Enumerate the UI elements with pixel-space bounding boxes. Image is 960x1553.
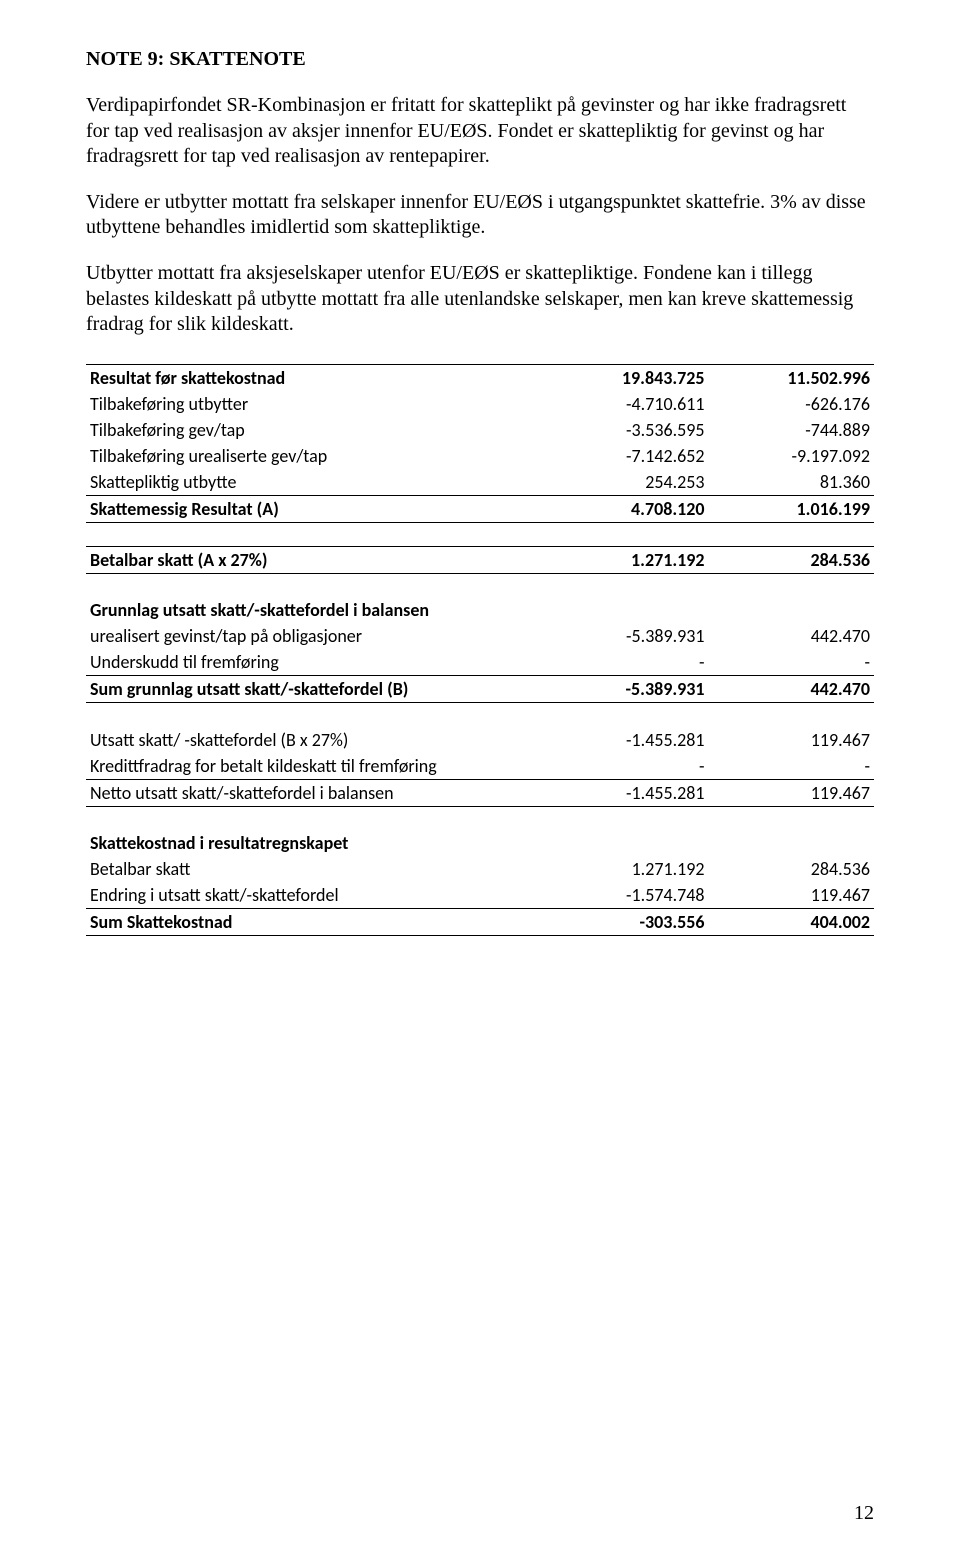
- row-value-2: [709, 830, 874, 856]
- row-value-1: [543, 597, 708, 623]
- table-row: Tilbakeføring utbytter-4.710.611-626.176: [86, 391, 874, 417]
- row-label: Sum grunnlag utsatt skatt/-skattefordel …: [86, 676, 543, 703]
- table-row: Tilbakeføring gev/tap-3.536.595-744.889: [86, 417, 874, 443]
- row-label: Skattepliktig utbytte: [86, 469, 543, 496]
- row-value-1: -: [543, 649, 708, 676]
- row-label: [86, 522, 543, 546]
- table-row: Skattemessig Resultat (A)4.708.1201.016.…: [86, 495, 874, 522]
- row-value-1: [543, 806, 708, 830]
- row-label: [86, 806, 543, 830]
- row-value-1: 254.253: [543, 469, 708, 496]
- row-label: [86, 703, 543, 727]
- row-value-2: 119.467: [709, 727, 874, 753]
- row-value-2: 119.467: [709, 882, 874, 909]
- row-value-2: [709, 522, 874, 546]
- table-row: Endring i utsatt skatt/-skattefordel-1.5…: [86, 882, 874, 909]
- table-row: [86, 703, 874, 727]
- row-value-2: 404.002: [709, 909, 874, 936]
- row-label: Endring i utsatt skatt/-skattefordel: [86, 882, 543, 909]
- row-value-2: 11.502.996: [709, 364, 874, 391]
- row-value-1: -5.389.931: [543, 676, 708, 703]
- row-label: Betalbar skatt: [86, 856, 543, 882]
- row-value-1: 1.271.192: [543, 856, 708, 882]
- table-row: Betalbar skatt1.271.192284.536: [86, 856, 874, 882]
- row-value-2: -9.197.092: [709, 443, 874, 469]
- table-row: Betalbar skatt (A x 27%)1.271.192284.536: [86, 546, 874, 573]
- row-label: urealisert gevinst/tap på obligasjoner: [86, 623, 543, 649]
- row-value-1: 4.708.120: [543, 495, 708, 522]
- table-row: [86, 806, 874, 830]
- table-row: Underskudd til fremføring--: [86, 649, 874, 676]
- row-value-1: -4.710.611: [543, 391, 708, 417]
- row-value-1: -303.556: [543, 909, 708, 936]
- row-value-2: -744.889: [709, 417, 874, 443]
- row-value-2: -: [709, 649, 874, 676]
- row-value-2: 442.470: [709, 676, 874, 703]
- row-value-2: 81.360: [709, 469, 874, 496]
- row-label: Netto utsatt skatt/-skattefordel i balan…: [86, 779, 543, 806]
- row-value-1: -1.574.748: [543, 882, 708, 909]
- row-value-2: [709, 703, 874, 727]
- table-row: Skattepliktig utbytte254.25381.360: [86, 469, 874, 496]
- row-value-2: -: [709, 753, 874, 780]
- row-label: Grunnlag utsatt skatt/-skattefordel i ba…: [86, 597, 543, 623]
- paragraph-3: Utbytter mottatt fra aksjeselskaper uten…: [86, 261, 874, 338]
- table-row: Grunnlag utsatt skatt/-skattefordel i ba…: [86, 597, 874, 623]
- row-value-1: -3.536.595: [543, 417, 708, 443]
- table-row: Utsatt skatt/ -skattefordel (B x 27%)-1.…: [86, 727, 874, 753]
- row-label: Tilbakeføring gev/tap: [86, 417, 543, 443]
- table-row: Netto utsatt skatt/-skattefordel i balan…: [86, 779, 874, 806]
- row-label: Resultat før skattekostnad: [86, 364, 543, 391]
- table-row: [86, 522, 874, 546]
- row-value-2: 119.467: [709, 779, 874, 806]
- row-label: Betalbar skatt (A x 27%): [86, 546, 543, 573]
- table-row: Tilbakeføring urealiserte gev/tap-7.142.…: [86, 443, 874, 469]
- row-label: [86, 573, 543, 597]
- row-value-2: 284.536: [709, 856, 874, 882]
- row-value-1: -7.142.652: [543, 443, 708, 469]
- row-value-2: 284.536: [709, 546, 874, 573]
- note-title: NOTE 9: SKATTENOTE: [86, 48, 874, 71]
- row-value-1: [543, 522, 708, 546]
- row-value-1: [543, 573, 708, 597]
- row-value-2: [709, 597, 874, 623]
- row-label: Skattemessig Resultat (A): [86, 495, 543, 522]
- row-value-1: -1.455.281: [543, 727, 708, 753]
- table-row: Resultat før skattekostnad19.843.72511.5…: [86, 364, 874, 391]
- row-value-1: -: [543, 753, 708, 780]
- row-value-1: -1.455.281: [543, 779, 708, 806]
- row-label: Utsatt skatt/ -skattefordel (B x 27%): [86, 727, 543, 753]
- document-page: NOTE 9: SKATTENOTE Verdipapirfondet SR-K…: [0, 0, 960, 1553]
- row-value-1: 1.271.192: [543, 546, 708, 573]
- table-row: Kredittfradrag for betalt kildeskatt til…: [86, 753, 874, 780]
- row-label: Tilbakeføring urealiserte gev/tap: [86, 443, 543, 469]
- paragraph-1: Verdipapirfondet SR-Kombinasjon er frita…: [86, 93, 874, 170]
- row-value-1: -5.389.931: [543, 623, 708, 649]
- row-value-2: [709, 806, 874, 830]
- row-label: Underskudd til fremføring: [86, 649, 543, 676]
- table-row: [86, 573, 874, 597]
- paragraph-2: Videre er utbytter mottatt fra selskaper…: [86, 190, 874, 241]
- row-value-2: 1.016.199: [709, 495, 874, 522]
- row-label: Skattekostnad i resultatregnskapet: [86, 830, 543, 856]
- row-value-1: [543, 830, 708, 856]
- table-row: urealisert gevinst/tap på obligasjoner-5…: [86, 623, 874, 649]
- table-row: Sum Skattekostnad-303.556404.002: [86, 909, 874, 936]
- row-label: Sum Skattekostnad: [86, 909, 543, 936]
- table-row: Sum grunnlag utsatt skatt/-skattefordel …: [86, 676, 874, 703]
- tax-table: Resultat før skattekostnad19.843.72511.5…: [86, 364, 874, 937]
- row-value-2: -626.176: [709, 391, 874, 417]
- row-label: Kredittfradrag for betalt kildeskatt til…: [86, 753, 543, 780]
- row-label: Tilbakeføring utbytter: [86, 391, 543, 417]
- row-value-1: [543, 703, 708, 727]
- page-number: 12: [854, 1502, 874, 1525]
- row-value-2: 442.470: [709, 623, 874, 649]
- row-value-1: 19.843.725: [543, 364, 708, 391]
- table-row: Skattekostnad i resultatregnskapet: [86, 830, 874, 856]
- row-value-2: [709, 573, 874, 597]
